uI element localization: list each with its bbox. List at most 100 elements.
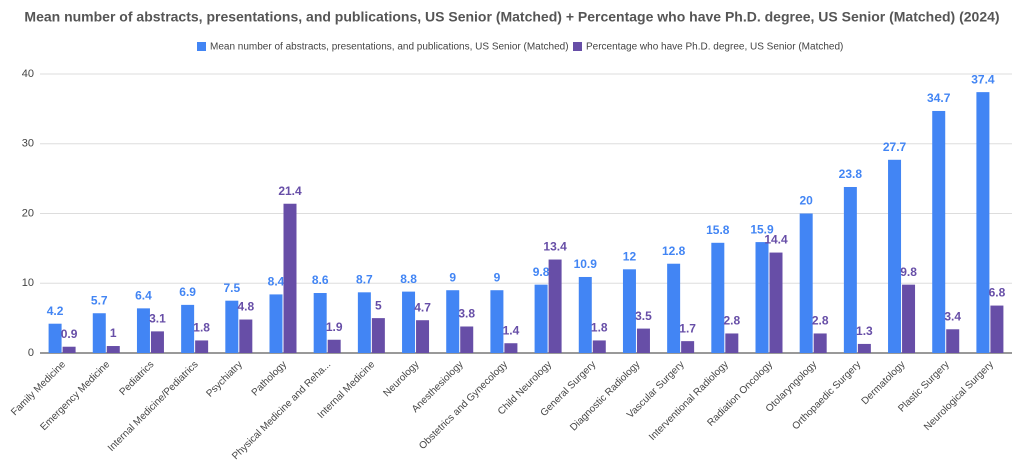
bar [592,340,606,353]
value-label: 4.2 [47,304,64,318]
bar [283,203,297,353]
value-label: 9 [449,270,456,284]
value-label: 37.4 [971,72,995,86]
bar [357,292,371,353]
value-label: 1 [110,326,117,340]
bar [327,339,341,353]
bar [769,252,783,353]
legend-swatch [197,42,206,51]
value-label: 23.8 [839,167,863,181]
value-label: 5 [375,298,382,312]
x-tick-label: Pediatrics [118,359,157,398]
bar [711,242,725,353]
bar [902,284,916,353]
bar [622,269,636,353]
bar [976,92,990,353]
bar [932,110,946,353]
value-label: 14.4 [764,233,788,247]
bar [371,318,385,353]
bar [888,159,902,353]
value-label: 15.9 [750,222,774,236]
legend-swatch [573,42,582,51]
value-label: 0.9 [61,327,78,341]
value-label: 9 [494,270,501,284]
value-label: 10.9 [574,257,598,271]
value-label: 20 [800,194,814,208]
y-tick-label: 0 [28,347,34,359]
legend-label: Mean number of abstracts, presentations,… [210,42,569,53]
bar [92,313,106,353]
bar [548,259,562,353]
x-tick-label: Dermatology [860,359,908,407]
value-label: 8.8 [400,272,417,286]
bar [416,320,430,353]
y-tick-label: 20 [22,207,34,219]
bar [681,341,695,353]
bar [946,329,960,353]
x-tick-label: Pathology [250,359,289,398]
value-label: 4.7 [414,300,431,314]
value-label: 2.8 [723,314,740,328]
value-label: 12.8 [662,244,686,258]
y-tick-label: 40 [22,68,34,80]
value-label: 1.9 [326,320,343,334]
bar [460,326,474,353]
value-label: 13.4 [543,240,567,254]
bar [181,304,195,353]
bar [150,331,164,353]
bar [269,294,283,353]
chart-title: Mean number of abstracts, presentations,… [24,9,999,25]
value-label: 1.8 [591,321,608,335]
value-label: 3.5 [635,309,652,323]
bar [667,263,681,353]
value-label: 9.8 [533,265,550,279]
bar [136,308,150,353]
bar [534,284,548,353]
value-label: 1.4 [503,323,520,337]
y-tick-label: 30 [22,138,34,150]
bar [857,343,871,353]
value-label: 34.7 [927,91,951,105]
bar [446,290,460,353]
bar [490,290,504,353]
legend-label: Percentage who have Ph.D. degree, US Sen… [586,42,843,53]
bar [799,213,813,353]
value-label: 12 [623,249,637,263]
value-label: 6.4 [135,289,152,303]
x-tick-label: Internal Medicine/Pediatrics [106,359,201,454]
x-tick-label: Interventional Radiology [647,359,731,443]
bar [578,276,592,353]
value-label: 1.7 [679,321,696,335]
bar [725,333,739,353]
value-label: 27.7 [883,140,907,154]
value-label: 2.8 [812,314,829,328]
y-tick-label: 10 [22,277,34,289]
value-label: 1.8 [193,321,210,335]
value-label: 6.9 [179,285,196,299]
value-label: 15.8 [706,223,730,237]
bar [755,242,769,353]
bar [402,291,416,353]
value-label: 8.4 [268,275,285,289]
value-label: 8.7 [356,272,373,286]
value-label: 8.6 [312,273,329,287]
bar [636,328,650,353]
value-label: 7.5 [223,281,240,295]
value-label: 6.8 [989,286,1006,300]
x-tick-label: Obstetrics and Gynecology [417,359,510,452]
value-label: 3.1 [149,312,166,326]
value-label: 9.8 [900,265,917,279]
bar [239,319,253,353]
value-label: 5.7 [91,293,108,307]
bar [990,305,1004,353]
bar [313,293,327,353]
bar [62,346,76,353]
x-tick-label: Psychiatry [204,359,244,399]
x-tick-label: Neurology [382,359,422,399]
bar [843,186,857,353]
bar [106,346,120,353]
bar [48,323,62,353]
value-label: 3.8 [458,307,475,321]
bar [504,343,518,353]
